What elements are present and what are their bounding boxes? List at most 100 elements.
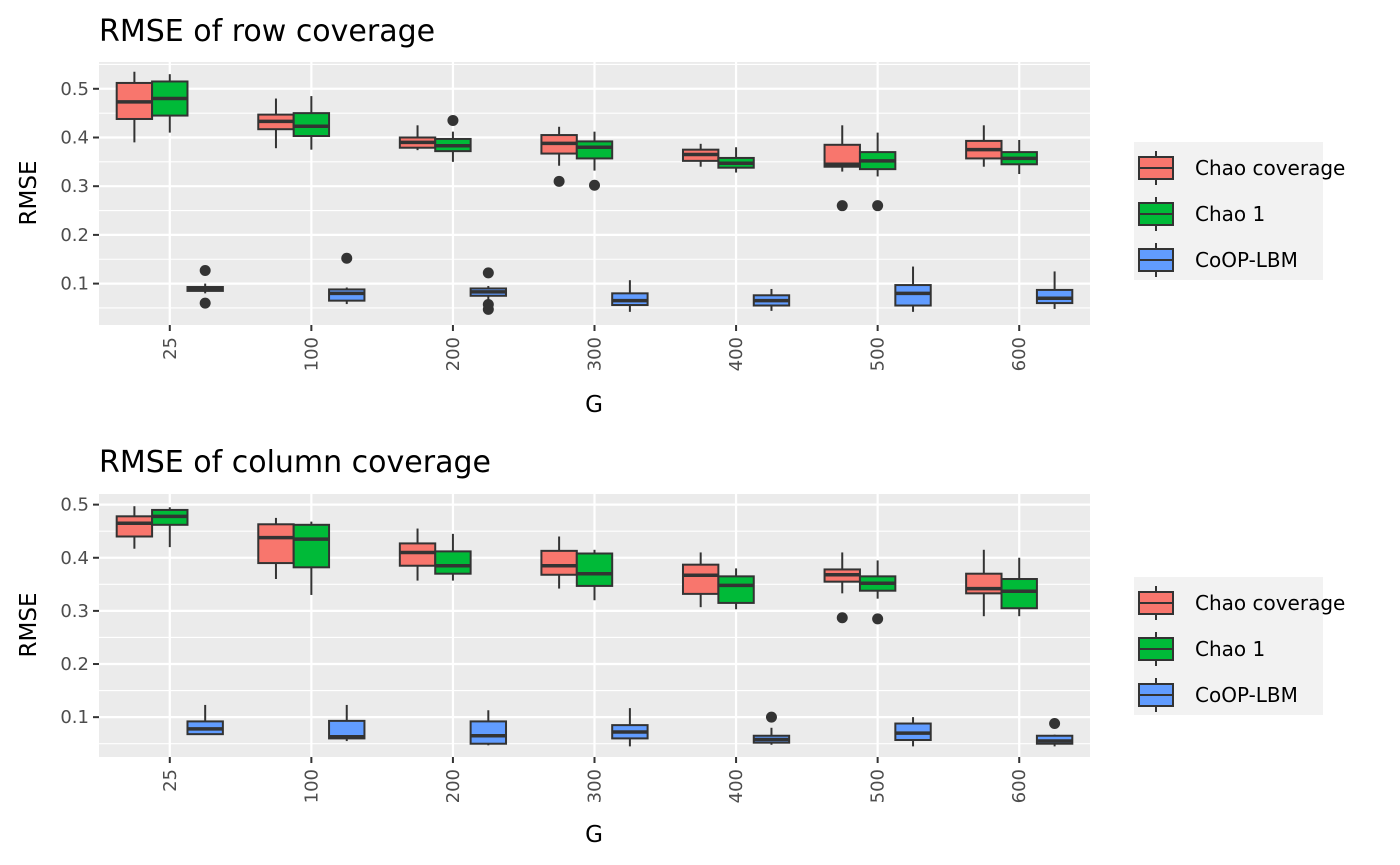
column-coverage-title: RMSE of column coverage [99, 445, 491, 480]
outlier-point [482, 303, 494, 315]
iqr-box [575, 140, 614, 160]
column-coverage-x-axis: 25 100 200 300 400 500 600 [160, 757, 1030, 803]
outlier-point [447, 114, 459, 126]
col-box-coop-lbm-600 [1035, 718, 1074, 747]
col-box-chao-coverage-200 [398, 528, 437, 581]
row-coverage-boxes [115, 71, 1074, 315]
col-box-chao-coverage-100 [257, 517, 295, 580]
col-box-chao-1-500 [858, 560, 897, 625]
col-box-chao-1-400 [717, 568, 755, 610]
row-coverage-y-title: RMSE [16, 161, 42, 226]
col-y-tick-label: 0.3 [60, 601, 89, 622]
row-box-chao-1-200 [434, 114, 472, 162]
col-x-tick-label-100: 100 [301, 769, 322, 803]
row-coverage-panel: RMSE of row coverage 0.1 0.2 0.3 0.4 0.5 25 1… [16, 14, 1345, 418]
iqr-box [1000, 578, 1038, 610]
column-coverage-y-title: RMSE [16, 593, 42, 658]
row-coverage-y-axis: 0.1 0.2 0.3 0.4 0.5 [60, 79, 99, 295]
col-box-chao-coverage-25 [115, 506, 154, 549]
column-coverage-panel: RMSE of column coverage 0.10.20.30.40.5 … [16, 445, 1345, 848]
row-box-chao-coverage-600 [965, 125, 1003, 167]
row-box-chao-1-400 [717, 147, 755, 173]
col-box-coop-lbm-300 [611, 708, 649, 747]
row-box-chao-coverage-25 [115, 71, 154, 143]
iqr-box [292, 523, 331, 569]
row-box-chao-1-500 [858, 132, 897, 212]
legend-label: Chao 1 [1195, 202, 1265, 226]
row-x-tick-label-500: 500 [868, 337, 889, 371]
row-coverage-title: RMSE of row coverage [99, 14, 435, 49]
legend-label: CoOP-LBM [1195, 683, 1298, 707]
row-box-coop-lbm-600 [1035, 271, 1074, 309]
row-x-tick-label-600: 600 [1009, 337, 1030, 371]
row-coverage-legend: Chao coverage Chao 1 CoOP-LBM [1134, 142, 1345, 280]
col-y-tick-label: 0.5 [60, 495, 89, 516]
col-box-chao-coverage-300 [540, 536, 578, 589]
iqr-box [115, 515, 154, 538]
iqr-box [469, 720, 508, 745]
row-y-tick-label: 0.1 [60, 274, 89, 295]
col-y-tick-label: 0.2 [60, 654, 89, 675]
col-box-chao-1-25 [151, 507, 189, 548]
col-box-coop-lbm-500 [894, 717, 932, 747]
row-x-tick-label-300: 300 [585, 337, 606, 371]
row-box-coop-lbm-500 [894, 266, 932, 312]
iqr-box [894, 284, 932, 307]
iqr-box [575, 552, 614, 587]
row-coverage-x-axis: 25 100 200 300 400 500 600 [160, 325, 1030, 371]
outlier-point [553, 175, 565, 187]
row-box-coop-lbm-300 [611, 280, 649, 312]
col-legend-item-chao-coverage: Chao coverage [1138, 586, 1345, 620]
row-x-tick-label-100: 100 [301, 337, 322, 371]
legend-label: CoOP-LBM [1195, 248, 1298, 272]
row-box-coop-lbm-25 [186, 264, 224, 309]
outlier-point [341, 252, 353, 264]
col-box-chao-1-300 [575, 549, 614, 601]
row-box-coop-lbm-400 [752, 288, 791, 311]
row-coverage-x-title: G [585, 392, 603, 418]
outlier-point [872, 613, 884, 625]
col-x-tick-label-300: 300 [585, 769, 606, 803]
outlier-point [765, 711, 777, 723]
row-box-chao-1-600 [1000, 139, 1038, 175]
row-y-tick-label: 0.4 [60, 127, 89, 148]
col-legend-item-chao-1: Chao 1 [1138, 632, 1265, 666]
col-box-chao-coverage-600 [965, 549, 1003, 617]
row-box-chao-1-300 [575, 131, 614, 191]
row-box-chao-1-100 [292, 96, 331, 150]
iqr-box [540, 549, 578, 576]
outlier-point [482, 267, 494, 279]
iqr-box [965, 572, 1003, 595]
row-box-chao-coverage-300 [540, 126, 578, 187]
row-box-chao-1-25 [151, 74, 189, 133]
row-x-tick-label-400: 400 [726, 337, 747, 371]
col-box-coop-lbm-200 [469, 710, 508, 746]
col-x-tick-label-400: 400 [726, 769, 747, 803]
column-coverage-x-title: G [585, 822, 603, 848]
column-coverage-legend: Chao coverage Chao 1 CoOP-LBM [1134, 577, 1345, 715]
row-box-chao-coverage-400 [681, 143, 720, 167]
legend-label: Chao coverage [1195, 591, 1345, 615]
outlier-point [836, 200, 848, 212]
iqr-box [717, 575, 755, 604]
iqr-box [257, 523, 295, 565]
legend-label: Chao 1 [1195, 637, 1265, 661]
row-box-coop-lbm-200 [469, 267, 508, 315]
col-x-tick-label-500: 500 [868, 769, 889, 803]
outlier-point [1049, 718, 1061, 730]
outlier-point [836, 612, 848, 624]
row-legend-item-coop-lbm: CoOP-LBM [1138, 243, 1298, 277]
col-x-tick-label-600: 600 [1009, 769, 1030, 803]
row-x-tick-label-200: 200 [443, 337, 464, 371]
outlier-point [199, 297, 211, 309]
col-box-chao-1-200 [434, 533, 472, 581]
iqr-box [681, 563, 720, 595]
col-box-chao-1-600 [1000, 557, 1038, 617]
outlier-point [872, 200, 884, 212]
legend-label: Chao coverage [1195, 156, 1345, 180]
col-box-coop-lbm-400 [752, 711, 791, 745]
col-box-chao-coverage-500 [823, 552, 861, 624]
col-box-chao-1-100 [292, 521, 331, 595]
